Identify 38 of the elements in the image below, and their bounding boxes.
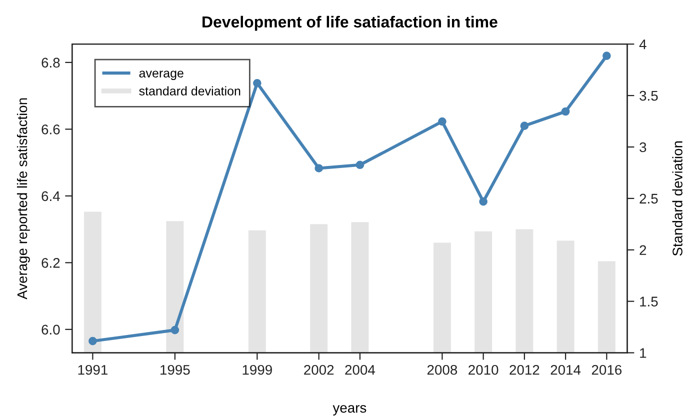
x-tick-label: 2010 — [468, 364, 498, 375]
x-tick-label: 2002 — [304, 364, 334, 375]
y2-tick-label: 4 — [639, 40, 646, 50]
y2-tick-label: 3 — [640, 142, 646, 152]
point — [314, 164, 324, 172]
x-tick-label: 2012 — [510, 364, 540, 375]
x-tick-label: 1995 — [160, 364, 190, 375]
point — [479, 197, 488, 206]
x-tick-label: 1991 — [78, 364, 108, 375]
point — [438, 117, 446, 126]
point — [602, 52, 611, 60]
y-tick-label: 6.2 — [42, 258, 60, 268]
y-tick-label: 6.0 — [42, 324, 60, 335]
y2-tick-label: 2.5 — [640, 194, 658, 204]
point — [356, 160, 364, 170]
y2-tick-label: 2 — [640, 245, 646, 255]
x-tick-label: 2004 — [345, 364, 376, 375]
y2-tick-label: 1 — [640, 348, 646, 358]
point — [170, 326, 180, 334]
y2-axis-title: Standard deviation — [672, 141, 682, 256]
point — [520, 122, 529, 130]
x-tick-label: 2016 — [592, 364, 622, 375]
x-tick-label: 1999 — [242, 364, 272, 375]
y-tick-label: 6.8 — [42, 58, 60, 68]
x-tick-label: 2008 — [427, 364, 458, 375]
point — [253, 78, 262, 88]
y2-tick-label: 3.5 — [640, 90, 658, 101]
legend-label: standard deviation — [139, 86, 240, 96]
x-axis-title: years — [332, 405, 366, 416]
x-tick-label: 2014 — [550, 364, 581, 375]
chart-title: Development of life satiafaction in time — [202, 16, 498, 31]
y-tick-label: 6.4 — [42, 191, 60, 202]
y2-tick-label: 1.5 — [640, 296, 658, 306]
y-tick-label: 6.6 — [42, 124, 60, 134]
legend-label: average — [139, 70, 184, 80]
y-axis-title: Average reported life satisfaction — [16, 98, 30, 300]
point — [88, 336, 97, 346]
point — [561, 107, 570, 116]
